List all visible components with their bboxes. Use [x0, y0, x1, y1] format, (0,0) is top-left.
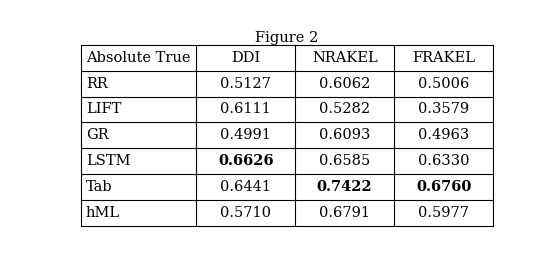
- Text: GR: GR: [86, 128, 109, 142]
- Text: 0.5977: 0.5977: [418, 206, 469, 220]
- Text: LIFT: LIFT: [86, 102, 121, 116]
- Text: 0.6062: 0.6062: [319, 77, 370, 91]
- Text: RR: RR: [86, 77, 108, 91]
- Text: 0.5006: 0.5006: [418, 77, 469, 91]
- Text: 0.4963: 0.4963: [418, 128, 469, 142]
- Text: FRAKEL: FRAKEL: [412, 51, 475, 65]
- Text: 0.3579: 0.3579: [418, 102, 469, 116]
- Text: 0.6330: 0.6330: [418, 154, 469, 168]
- Text: Absolute True: Absolute True: [86, 51, 190, 65]
- Text: DDI: DDI: [231, 51, 260, 65]
- Text: Tab: Tab: [86, 180, 113, 194]
- Text: 0.5282: 0.5282: [319, 102, 370, 116]
- Text: LSTM: LSTM: [86, 154, 130, 168]
- Text: 0.4991: 0.4991: [220, 128, 271, 142]
- Text: 0.6111: 0.6111: [221, 102, 271, 116]
- Text: 0.6791: 0.6791: [319, 206, 370, 220]
- Text: Figure 2: Figure 2: [255, 31, 319, 45]
- Text: NRAKEL: NRAKEL: [312, 51, 377, 65]
- Text: 0.5710: 0.5710: [220, 206, 271, 220]
- Text: 0.5127: 0.5127: [220, 77, 271, 91]
- Text: hML: hML: [86, 206, 120, 220]
- Text: 0.7422: 0.7422: [317, 180, 372, 194]
- Text: 0.6760: 0.6760: [416, 180, 472, 194]
- Text: 0.6585: 0.6585: [319, 154, 370, 168]
- Text: 0.6093: 0.6093: [319, 128, 370, 142]
- Text: 0.6626: 0.6626: [218, 154, 274, 168]
- Text: 0.6441: 0.6441: [220, 180, 271, 194]
